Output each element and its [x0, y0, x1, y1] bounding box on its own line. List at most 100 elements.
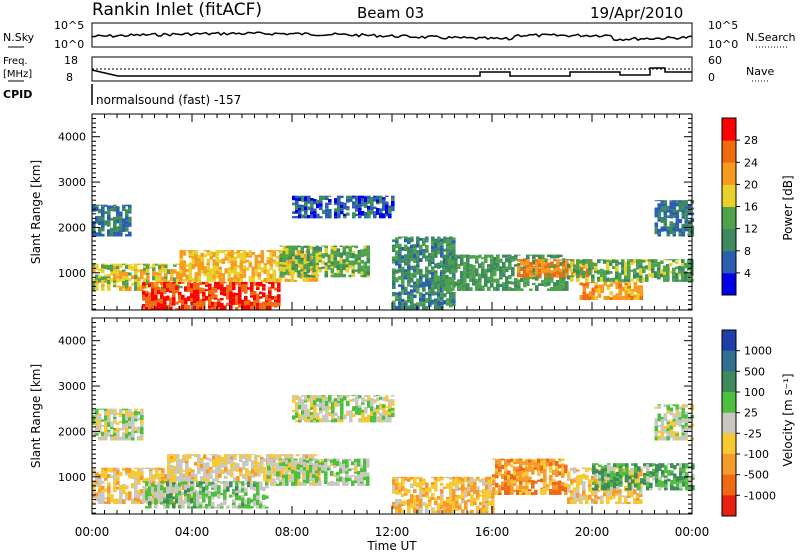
power-cell — [202, 288, 206, 292]
velocity-cell — [215, 465, 219, 471]
power-cell — [364, 201, 368, 204]
power-cell — [672, 275, 676, 278]
velocity-cell — [125, 415, 129, 421]
power-cell — [422, 297, 426, 302]
power-cell — [538, 268, 542, 273]
power-cell — [586, 275, 590, 278]
velocity-cell — [128, 417, 132, 421]
velocity-cell — [373, 415, 377, 421]
power-cell — [391, 200, 395, 206]
velocity-cell — [452, 479, 456, 483]
power-cell — [125, 288, 129, 291]
power-cell — [241, 299, 245, 305]
power-cell — [586, 270, 590, 276]
velocity-cell — [482, 489, 486, 495]
velocity-cell — [552, 469, 556, 476]
power-cell — [579, 283, 584, 286]
power-cell — [392, 270, 396, 275]
velocity-cell — [349, 415, 353, 419]
power-cell — [469, 271, 473, 277]
velocity-cell — [188, 471, 192, 476]
power-cell — [193, 303, 197, 306]
power-cell — [181, 304, 185, 310]
velocity-cell — [504, 487, 508, 490]
velocity-cell — [613, 476, 617, 482]
power-cell — [98, 215, 102, 221]
power-cell — [385, 201, 389, 205]
velocity-cell — [413, 489, 417, 494]
power-cell — [236, 250, 241, 252]
velocity-cell — [449, 494, 453, 496]
power-cell — [157, 281, 161, 283]
velocity-cell — [306, 460, 310, 464]
velocity-cell — [595, 488, 599, 491]
power-cell — [448, 265, 452, 271]
power-cell — [678, 219, 683, 224]
power-cell — [229, 288, 233, 292]
power-cell — [445, 269, 449, 272]
power-cell — [215, 270, 220, 275]
velocity-cell — [202, 481, 206, 484]
velocity-cell — [473, 482, 477, 486]
velocity-cell — [346, 412, 350, 416]
velocity-cell — [330, 459, 334, 463]
power-cell — [215, 252, 220, 257]
velocity-cell — [679, 488, 683, 491]
power-cell — [663, 225, 668, 227]
power-cell — [206, 252, 211, 256]
velocity-cell — [134, 497, 138, 502]
velocity-cell — [315, 476, 319, 481]
power-cell — [550, 273, 554, 278]
velocity-cell — [339, 476, 343, 482]
power-cell — [388, 208, 392, 214]
velocity-cell — [552, 492, 556, 495]
velocity-cell — [633, 492, 637, 495]
power-cell — [248, 255, 253, 258]
power-cell — [440, 279, 444, 283]
power-cell — [104, 263, 108, 265]
power-cell — [687, 265, 691, 269]
power-cell — [529, 276, 533, 279]
velocity-cell — [134, 501, 138, 504]
power-cell — [373, 196, 377, 199]
power-cell — [675, 261, 679, 265]
power-cell — [194, 250, 199, 252]
velocity-cell — [212, 454, 216, 456]
power-cell — [95, 274, 99, 278]
velocity-cell — [146, 500, 150, 504]
power-cell — [395, 305, 399, 310]
power-cell — [413, 294, 417, 299]
power-cell — [401, 269, 405, 273]
power-cell — [675, 279, 679, 282]
power-cell — [627, 293, 632, 298]
velocity-cell — [440, 478, 444, 481]
power-cell — [152, 267, 156, 271]
velocity-cell — [113, 474, 117, 477]
velocity-cell — [265, 481, 269, 484]
velocity-colorbar-swatch — [722, 454, 736, 476]
power-cell — [113, 216, 117, 222]
velocity-cell — [576, 477, 580, 481]
power-cell — [687, 259, 691, 261]
velocity-cell — [528, 476, 532, 480]
velocity-cell — [513, 475, 517, 481]
velocity-cell — [333, 481, 337, 486]
velocity-cell — [202, 505, 206, 509]
power-cell — [116, 265, 120, 270]
velocity-cell — [491, 505, 495, 511]
velocity-cell — [98, 428, 102, 431]
power-cell — [407, 291, 411, 295]
power-cell — [315, 250, 320, 253]
velocity-cell — [684, 414, 689, 419]
power-cell — [514, 280, 518, 284]
velocity-cell — [510, 483, 514, 486]
velocity-cell — [634, 483, 638, 488]
velocity-cell — [113, 476, 117, 482]
power-cell — [128, 278, 132, 281]
power-cell — [197, 275, 202, 278]
velocity-cell — [142, 485, 146, 488]
power-cell — [269, 278, 274, 282]
velocity-cell — [431, 476, 435, 478]
power-cell — [678, 265, 682, 271]
velocity-cell — [182, 469, 186, 472]
